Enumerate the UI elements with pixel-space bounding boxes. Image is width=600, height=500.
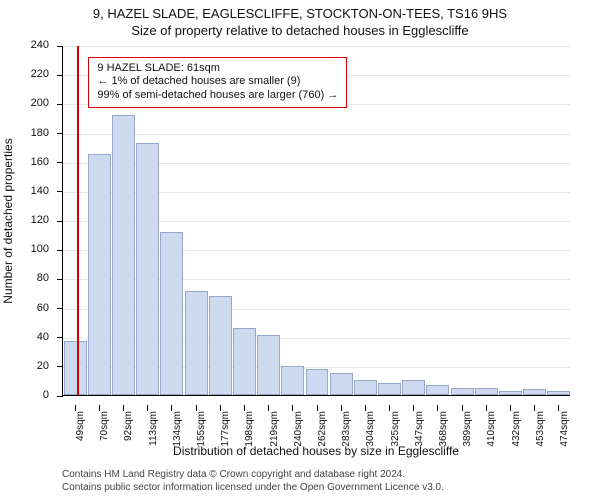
bar bbox=[426, 385, 449, 395]
bar bbox=[185, 291, 208, 395]
callout: 9 HAZEL SLADE: 61sqm← 1% of detached hou… bbox=[88, 57, 347, 108]
bar bbox=[499, 391, 522, 395]
callout-line: 9 HAZEL SLADE: 61sqm bbox=[97, 62, 338, 76]
bar bbox=[160, 232, 183, 395]
x-axis-label: Distribution of detached houses by size … bbox=[173, 444, 459, 458]
bar bbox=[378, 383, 401, 395]
page-title: 9, HAZEL SLADE, EAGLESCLIFFE, STOCKTON-O… bbox=[0, 0, 600, 21]
bar bbox=[209, 296, 232, 395]
page-subtitle: Size of property relative to detached ho… bbox=[0, 21, 600, 38]
bar bbox=[523, 389, 546, 395]
marker-line bbox=[77, 46, 79, 395]
bar bbox=[88, 154, 111, 395]
histogram-chart: 02040608010012014016018020022024049sqm70… bbox=[62, 46, 570, 396]
bar bbox=[451, 388, 474, 395]
bar bbox=[281, 366, 304, 395]
attribution-line-1: Contains HM Land Registry data © Crown c… bbox=[62, 469, 444, 482]
gridline bbox=[63, 46, 570, 47]
bar bbox=[475, 388, 498, 395]
bar bbox=[354, 380, 377, 395]
bar bbox=[547, 391, 570, 395]
bar bbox=[233, 328, 256, 395]
plot-area: 02040608010012014016018020022024049sqm70… bbox=[62, 46, 570, 396]
bar bbox=[402, 380, 425, 395]
bar bbox=[64, 341, 87, 395]
bar bbox=[330, 373, 353, 395]
bar bbox=[136, 143, 159, 395]
callout-line: ← 1% of detached houses are smaller (9) bbox=[97, 75, 338, 89]
bar bbox=[306, 369, 329, 395]
callout-line: 99% of semi-detached houses are larger (… bbox=[97, 89, 338, 103]
attribution: Contains HM Land Registry data © Crown c… bbox=[62, 469, 444, 494]
bar bbox=[112, 115, 135, 395]
y-axis-label: Number of detached properties bbox=[1, 138, 15, 303]
bar bbox=[257, 335, 280, 395]
gridline bbox=[63, 134, 570, 135]
attribution-line-2: Contains public sector information licen… bbox=[62, 482, 444, 495]
